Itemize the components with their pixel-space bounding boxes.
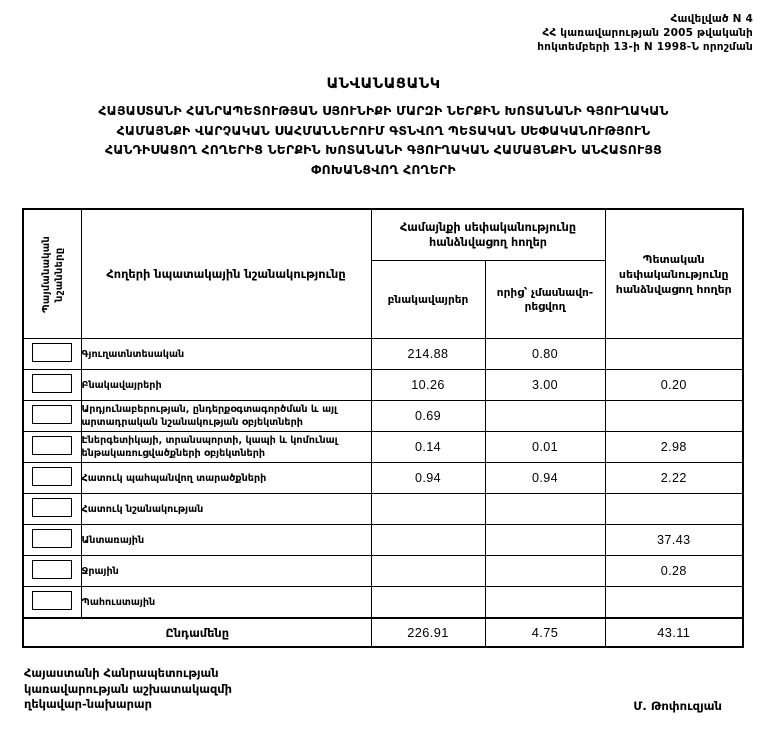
header-state-ownership: Պետական սեփականությունը հանձնվացող հողեր bbox=[604, 208, 744, 339]
row-label: Պահուստային bbox=[80, 586, 372, 619]
row-label: Արդյունաբերության, ընդերքօգտագործման և ա… bbox=[80, 400, 372, 432]
value-state bbox=[604, 493, 744, 525]
legend-swatch-box bbox=[32, 373, 73, 393]
header-symbols: Պայմանական նշանները bbox=[22, 208, 82, 339]
row-label: Հատուկ պահպանվող տարածքների bbox=[80, 462, 372, 494]
signing-office: Հայաստանի Հանրապետության կառավարության ա… bbox=[24, 666, 232, 713]
subtitle-line-3: ՀԱՆԴԻՍԱՑՈՂ ՀՈՂԵՐԻՑ ՆԵՐՔԻՆ ԽՈՏԱՆԱՆԻ ԳՅՈՒՂ… bbox=[105, 142, 662, 157]
value-state bbox=[604, 338, 744, 370]
value-state: 2.98 bbox=[604, 431, 744, 463]
symbol-cell bbox=[22, 369, 82, 401]
value-state bbox=[604, 400, 744, 432]
value-non-privatized bbox=[484, 555, 606, 587]
reference-line-1: Հավելված N 4 bbox=[670, 13, 753, 25]
header-symbols-vertical: Պայմանական նշանները bbox=[24, 210, 82, 338]
reference-line-3: հոկտեմբերի 13-ի N 1998-Ն որոշման bbox=[537, 41, 753, 53]
header-land-purpose: Հողերի նպատակային նշանակությունը bbox=[80, 208, 372, 339]
subtitle-line-4: ՓՈԽԱՆՑՎՈՂ ՀՈՂԵՐԻ bbox=[311, 161, 456, 177]
symbol-cell bbox=[22, 462, 82, 494]
table-row: Հատուկ նշանակության bbox=[22, 493, 744, 525]
value-settlements: 0.14 bbox=[370, 431, 486, 463]
legend-swatch-box bbox=[32, 559, 73, 579]
legend-swatch-box bbox=[32, 497, 73, 517]
value-state bbox=[604, 586, 744, 619]
row-label: Բնակավայրերի bbox=[80, 369, 372, 401]
value-non-privatized: 0.80 bbox=[484, 338, 606, 370]
symbol-cell bbox=[22, 338, 82, 370]
table-row: Հատուկ պահպանվող տարածքների 0.94 0.94 2.… bbox=[22, 462, 744, 494]
table-row: Պահուստային bbox=[22, 586, 744, 619]
office-line-3: ղեկավար-նախարար bbox=[24, 697, 152, 711]
value-non-privatized bbox=[484, 586, 606, 619]
row-label: Անտառային bbox=[80, 524, 372, 556]
table-row: Արդյունաբերության, ընդերքօգտագործման և ա… bbox=[22, 400, 744, 432]
symbol-cell bbox=[22, 586, 82, 619]
value-state: 2.22 bbox=[604, 462, 744, 494]
header-symbols-label: Պայմանական նշանները bbox=[41, 235, 65, 313]
value-settlements: 0.69 bbox=[370, 400, 486, 432]
office-line-2: կառավարության աշխատակազմի bbox=[24, 681, 232, 696]
table-total-row: Ընդամենը 226.91 4.75 43.11 bbox=[22, 617, 744, 648]
symbol-cell bbox=[22, 555, 82, 587]
table-row: Գյուղատնտեսական 214.88 0.80 bbox=[22, 338, 744, 370]
land-allocation-table: Պայմանական նշանները Հողերի նպատակային նշ… bbox=[22, 208, 744, 648]
value-state: 0.28 bbox=[604, 555, 744, 587]
table-row: Բնակավայրերի 10.26 3.00 0.20 bbox=[22, 369, 744, 401]
land-table-wrapper: Պայմանական նշանները Հողերի նպատակային նշ… bbox=[22, 208, 744, 648]
value-non-privatized bbox=[484, 493, 606, 525]
value-state: 0.20 bbox=[604, 369, 744, 401]
page-title: ԱՆՎԱՆԱՑԱՆԿ bbox=[326, 76, 441, 92]
table-body: Գյուղատնտեսական 214.88 0.80 Բնակավայրերի… bbox=[22, 338, 744, 648]
legend-swatch-box bbox=[32, 528, 73, 548]
value-state: 37.43 bbox=[604, 524, 744, 556]
symbol-cell bbox=[22, 493, 82, 525]
symbol-cell bbox=[22, 400, 82, 432]
subtitle-line-1: ՀԱՅԱՍՏԱՆԻ ՀԱՆՐԱՊԵՏՈՒԹՅԱՆ ՍՅՈՒՆԻՔԻ ՄԱՐԶԻ … bbox=[98, 103, 669, 118]
office-line-1: Հայաստանի Հանրապետության bbox=[24, 666, 219, 680]
row-label: Հատուկ նշանակության bbox=[80, 493, 372, 525]
legend-swatch-box bbox=[32, 435, 73, 455]
table-row: Էներգետիկայի, տրանսպորտի, կապի և կոմունա… bbox=[22, 431, 744, 463]
subtitle-line-2: ՀԱՄԱՅՆՔԻ ՎԱՐՉԱԿԱՆ ՍԱՀՄԱՆՆԵՐՈՒՄ ԳՏՆՎՈՂ ՊԵ… bbox=[116, 122, 651, 138]
document-reference-block: Հավելված N 4 ՀՀ կառավարության 2005 թվակա… bbox=[537, 12, 753, 54]
total-settlements: 226.91 bbox=[370, 617, 486, 648]
value-non-privatized: 3.00 bbox=[484, 369, 606, 401]
table-head: Պայմանական նշանները Հողերի նպատակային նշ… bbox=[22, 208, 744, 339]
header-row-2: բնակավայրեր որից՝ չմասնավո- րեցվող bbox=[23, 260, 743, 339]
document-footer: Հայաստանի Հանրապետության կառավարության ա… bbox=[24, 666, 746, 713]
value-settlements: 214.88 bbox=[370, 338, 486, 370]
row-label: Էներգետիկայի, տրանսպորտի, կապի և կոմունա… bbox=[80, 431, 372, 463]
legend-swatch-box bbox=[32, 590, 73, 610]
symbol-cell bbox=[22, 431, 82, 463]
signature-name: Մ. Թոփուզյան bbox=[633, 699, 722, 713]
row-label: Ջրային bbox=[80, 555, 372, 587]
value-non-privatized bbox=[484, 524, 606, 556]
symbol-cell bbox=[22, 524, 82, 556]
value-settlements bbox=[370, 555, 486, 587]
legend-swatch-box bbox=[32, 466, 73, 486]
value-settlements bbox=[370, 586, 486, 619]
value-settlements bbox=[370, 524, 486, 556]
total-non-privatized: 4.75 bbox=[484, 617, 606, 648]
value-non-privatized: 0.94 bbox=[484, 462, 606, 494]
legend-swatch-box bbox=[32, 404, 73, 424]
total-label: Ընդամենը bbox=[22, 617, 372, 648]
header-non-privatized: որից՝ չմասնավո- րեցվող bbox=[484, 260, 606, 339]
header-community-ownership: Համայնքի սեփականությունը հանձնվացող հողե… bbox=[370, 208, 606, 262]
header-settlements: բնակավայրեր bbox=[370, 260, 486, 339]
value-settlements bbox=[370, 493, 486, 525]
value-non-privatized bbox=[484, 400, 606, 432]
reference-line-2: ՀՀ կառավարության 2005 թվականի bbox=[542, 27, 753, 39]
value-settlements: 10.26 bbox=[370, 369, 486, 401]
table-row: Ջրային 0.28 bbox=[22, 555, 744, 587]
header-row-1: Պայմանական նշանները Հողերի նպատակային նշ… bbox=[22, 208, 744, 339]
legend-swatch-box bbox=[32, 342, 73, 362]
title-area: ԱՆՎԱՆԱՑԱՆԿ ՀԱՅԱՍՏԱՆԻ ՀԱՆՐԱՊԵՏՈՒԹՅԱՆ ՍՅՈՒ… bbox=[0, 76, 767, 179]
table-row: Անտառային 37.43 bbox=[22, 524, 744, 556]
row-label: Գյուղատնտեսական bbox=[80, 338, 372, 370]
value-settlements: 0.94 bbox=[370, 462, 486, 494]
total-state: 43.11 bbox=[604, 617, 744, 648]
value-non-privatized: 0.01 bbox=[484, 431, 606, 463]
